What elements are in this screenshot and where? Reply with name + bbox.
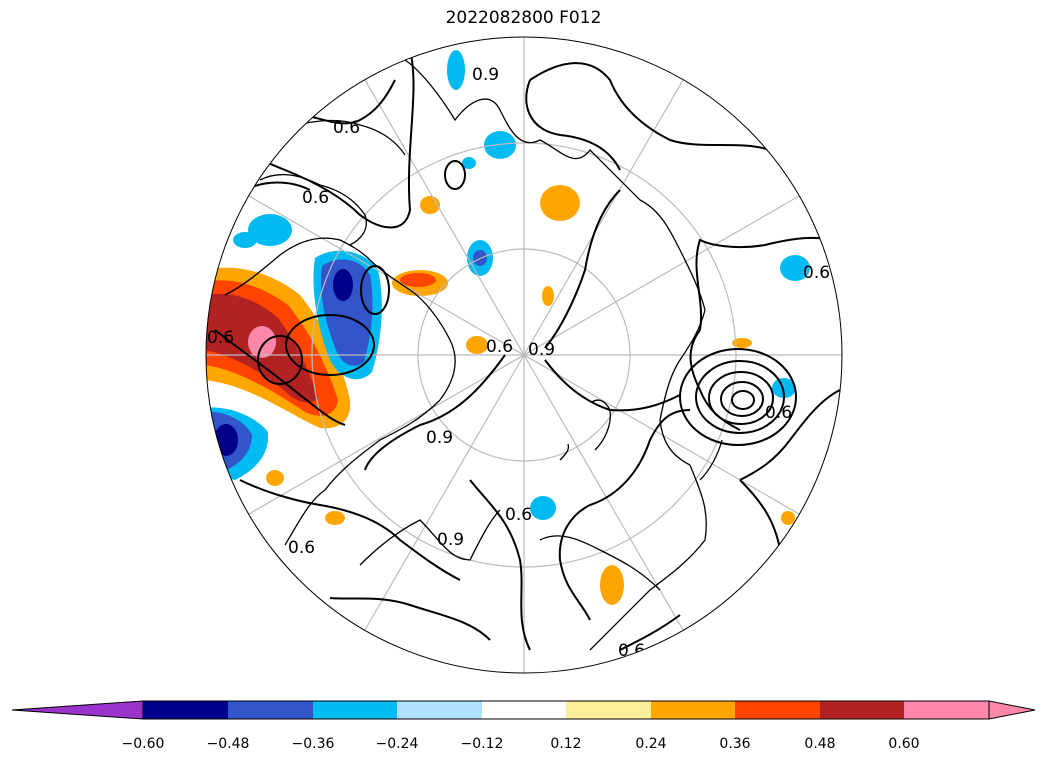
colorbar-tick-label: 0.12: [550, 736, 581, 752]
colorbar-segment: [313, 701, 397, 719]
map-title: 2022082800 F012: [445, 8, 602, 28]
colorbar-frame: [142, 700, 990, 720]
colorbar-ticks: −0.60 −0.48 −0.36 −0.24 −0.12 0.12 0.24 …: [122, 736, 920, 752]
contour-label: 0.9: [528, 340, 555, 360]
contour-label: 0.6: [288, 538, 315, 558]
colorbar-tick-label: −0.24: [376, 736, 419, 752]
warm-blob: [466, 336, 488, 354]
colorbar-tick-label: −0.36: [292, 736, 335, 752]
contour-label: 0.9: [437, 530, 464, 550]
colorbar-segment: [566, 701, 651, 719]
cold-blob: [780, 255, 810, 281]
contour-label: 0.6: [486, 337, 513, 357]
colorbar-segment: [651, 701, 735, 719]
colorbar-tick-label: −0.12: [461, 736, 504, 752]
colorbar-tick-label: 0.48: [804, 736, 835, 752]
colorbar: −0.60 −0.48 −0.36 −0.24 −0.12 0.12 0.24 …: [11, 700, 1036, 752]
cold-blob: [484, 131, 516, 159]
warm-blob: [732, 338, 752, 348]
cold-blob: [447, 50, 465, 90]
warm-blob: [400, 273, 436, 287]
cold-anomaly-max: [333, 269, 353, 301]
cold-blob: [530, 496, 556, 520]
warm-blob: [325, 511, 345, 525]
colorbar-segment: [735, 701, 820, 719]
polar-map: 0.9 0.6 0.6 0.6 0.6 0.9 0.6 0.6 0.9 0.6 …: [205, 36, 843, 674]
contour-label: 0.6: [505, 505, 532, 525]
colorbar-segment: [482, 701, 566, 719]
colorbar-tick-label: −0.60: [122, 736, 165, 752]
cold-blob: [233, 232, 257, 248]
colorbar-tick-label: 0.60: [888, 736, 919, 752]
cold-blob: [772, 378, 796, 398]
warm-blob: [542, 286, 554, 306]
contour-label: 0.9: [426, 428, 453, 448]
contour-labels: 0.9 0.6 0.6 0.6 0.6 0.9 0.6 0.6 0.9 0.6 …: [207, 65, 830, 661]
colorbar-segment: [397, 701, 482, 719]
warm-blob: [781, 511, 795, 525]
warm-anomaly-peak: [248, 326, 276, 358]
graticule: [206, 37, 842, 673]
colorbar-extend-low: [11, 700, 144, 720]
map-boundary: [205, 36, 843, 674]
cold-blob: [248, 214, 292, 246]
contour-label: 0.6: [803, 263, 830, 283]
contour-label: 0.9: [472, 65, 499, 85]
warm-blob: [540, 185, 580, 221]
contour-label: 0.6: [302, 188, 329, 208]
colorbar-segment: [143, 701, 228, 719]
contour-label: 0.6: [207, 328, 234, 348]
colorbar-segment: [904, 701, 989, 719]
warm-blob: [600, 565, 624, 605]
contour-label: 0.6: [765, 403, 792, 423]
colorbar-segment: [228, 701, 313, 719]
colorbar-segment: [820, 701, 904, 719]
colorbar-tick-label: 0.36: [719, 736, 750, 752]
colorbar-extend-high: [988, 700, 1036, 720]
contour-label: 0.6: [333, 118, 360, 138]
cold-blob: [462, 157, 476, 169]
colorbar-tick-label: −0.48: [207, 736, 250, 752]
colorbar-tick-label: 0.24: [635, 736, 666, 752]
coastlines: [224, 59, 723, 651]
warm-blob: [266, 470, 284, 486]
